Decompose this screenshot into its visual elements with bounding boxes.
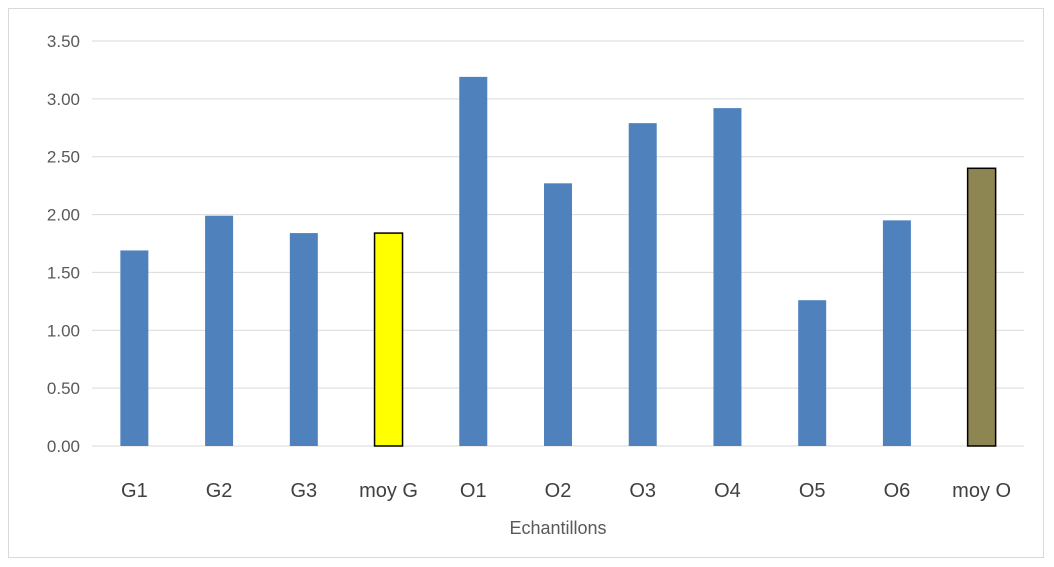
y-tick-label: 0.50: [47, 379, 80, 398]
x-category-label: moy O: [952, 480, 1011, 502]
bar-o4: [713, 108, 741, 446]
y-axis-ticks: 0.00 0.50 1.00 1.50 2.00 2.50 3.00 3.50: [47, 32, 80, 456]
y-tick-label: 2.00: [47, 206, 80, 225]
x-category-label: G1: [121, 480, 148, 502]
x-category-label: O2: [545, 480, 572, 502]
y-tick-label: 3.00: [47, 90, 80, 109]
bar-g2: [205, 216, 233, 446]
bar-g3: [290, 233, 318, 446]
x-axis-categories: G1 G2 G3 moy G O1 O2 O3 O4 O5 O6 moy O: [121, 480, 1011, 502]
y-tick-label: 0.00: [47, 437, 80, 456]
x-category-label: G3: [290, 480, 317, 502]
y-tick-label: 1.00: [47, 321, 80, 340]
x-category-label: O6: [884, 480, 911, 502]
bar-o5: [798, 300, 826, 446]
y-tick-label: 1.50: [47, 263, 80, 282]
bars: [120, 77, 995, 446]
x-category-label: G2: [206, 480, 233, 502]
x-category-label: O3: [629, 480, 656, 502]
bar-g1: [120, 250, 148, 446]
bar-moy-o: [968, 168, 996, 446]
y-tick-label: 3.50: [47, 32, 80, 51]
x-category-label: O1: [460, 480, 487, 502]
x-category-label: O4: [714, 480, 741, 502]
bar-o6: [883, 220, 911, 446]
bar-o3: [629, 123, 657, 446]
x-axis-title: Echantillons: [509, 518, 606, 538]
x-category-label: O5: [799, 480, 826, 502]
x-category-label: moy G: [359, 480, 418, 502]
y-tick-label: 2.50: [47, 148, 80, 167]
bar-o2: [544, 183, 572, 446]
bar-moy-g: [375, 233, 403, 446]
bar-o1: [459, 77, 487, 446]
